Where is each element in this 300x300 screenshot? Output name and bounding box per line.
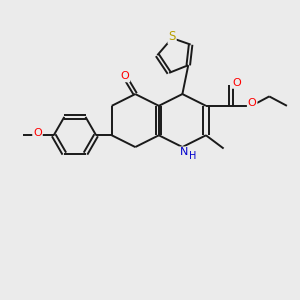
- Text: H: H: [189, 152, 196, 161]
- Text: O: O: [33, 128, 42, 138]
- Text: O: O: [232, 78, 241, 88]
- Text: O: O: [121, 71, 129, 81]
- Text: O: O: [248, 98, 256, 109]
- Text: N: N: [180, 147, 188, 158]
- Text: S: S: [168, 30, 176, 43]
